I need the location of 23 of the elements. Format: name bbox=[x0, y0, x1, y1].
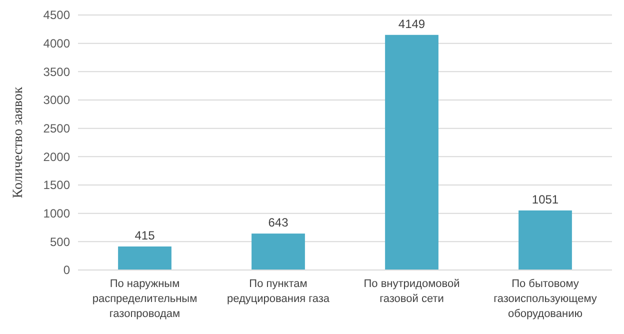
y-tick-label: 3000 bbox=[43, 93, 70, 108]
y-tick-label: 3500 bbox=[43, 64, 70, 79]
y-tick-label: 1500 bbox=[43, 178, 70, 192]
y-tick-label: 2000 bbox=[43, 150, 70, 164]
y-tick-label: 4500 bbox=[43, 8, 70, 22]
y-axis-title: Количество заявок bbox=[11, 86, 26, 198]
data-label: 4149 bbox=[398, 16, 426, 31]
y-tick-label: 0 bbox=[63, 263, 70, 278]
y-tick-label: 500 bbox=[50, 234, 70, 249]
y-tick-label: 1000 bbox=[43, 206, 70, 221]
y-tick-label: 2500 bbox=[43, 122, 70, 136]
x-tick-label: По пунктам редуцирования газа bbox=[226, 278, 330, 305]
x-tick-label: По внутридомовой газовой сети bbox=[364, 278, 460, 305]
data-label: 643 bbox=[268, 216, 289, 230]
bar bbox=[252, 234, 305, 270]
x-tick-label: По наружным распределительным газопроводам bbox=[92, 278, 198, 320]
data-label: 1051 bbox=[532, 192, 559, 206]
data-label: 415 bbox=[134, 228, 156, 242]
bar bbox=[118, 246, 172, 270]
bar bbox=[518, 210, 572, 270]
x-tick-label: По бытовому газоиспользующему оборудованию bbox=[494, 278, 598, 320]
y-tick-label: 4000 bbox=[43, 36, 70, 51]
bar bbox=[385, 34, 438, 270]
